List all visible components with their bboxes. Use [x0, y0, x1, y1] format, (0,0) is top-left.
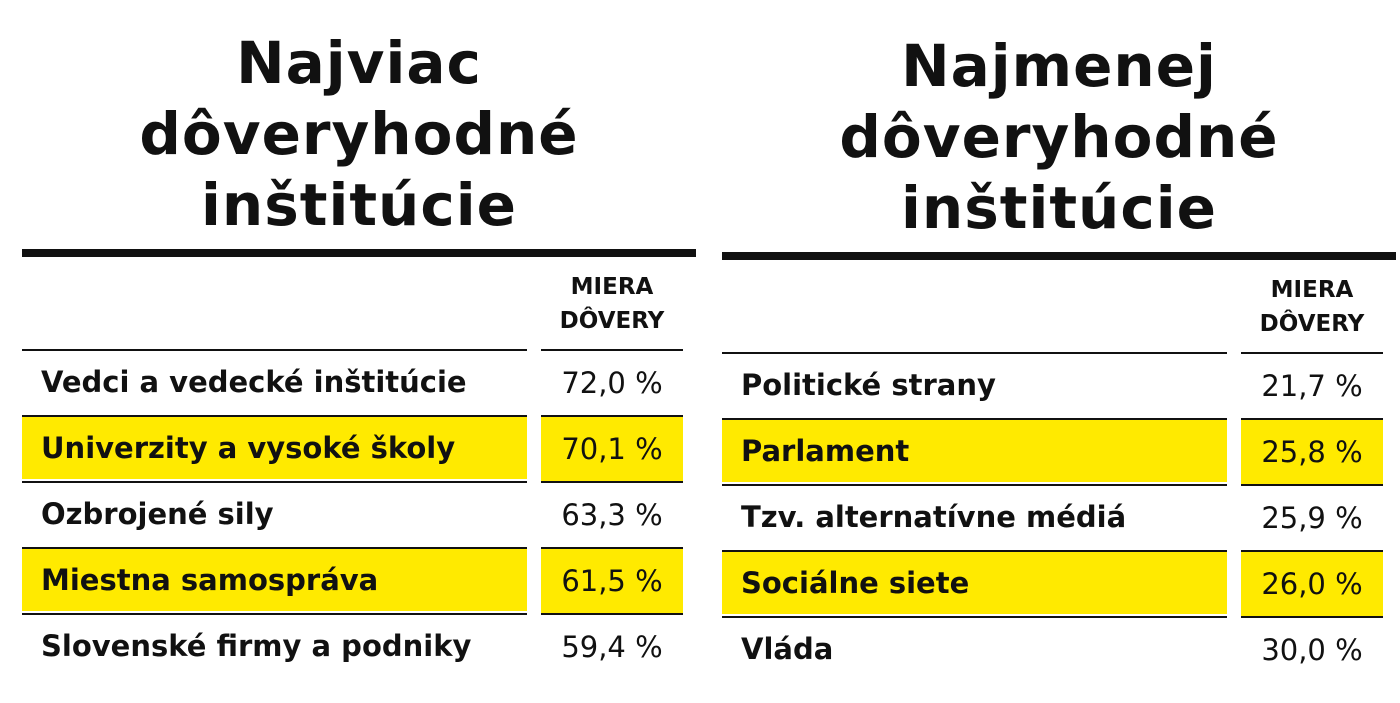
title-line: inštitúcie: [201, 171, 517, 239]
title-line: dôveryhodné: [839, 103, 1279, 171]
institution-name: Politické strany: [722, 352, 1227, 416]
institution-name: Tzv. alternatívne médiá: [722, 484, 1227, 548]
title-line: Najmenej: [901, 32, 1217, 100]
table-title: Najviac dôveryhodné inštitúcie: [22, 28, 696, 241]
institution-name: Univerzity a vysoké školy: [22, 415, 527, 479]
institution-name: Ozbrojené sily: [22, 481, 527, 545]
institution-name: Miestna samospráva: [22, 547, 527, 611]
table-row: Tzv. alternatívne médiá 25,9 %: [722, 484, 1396, 550]
table-row: Parlament 25,8 %: [722, 418, 1396, 484]
title-line: dôveryhodné: [139, 100, 579, 168]
table-row: Vedci a vedecké inštitúcie 72,0 %: [22, 349, 696, 415]
table-row: Politické strany 21,7 %: [722, 352, 1396, 418]
most-trusted-panel: Najviac dôveryhodné inštitúcie MIERA DÔVERY …: [22, 0, 696, 700]
title-line: inštitúcie: [901, 174, 1217, 242]
trust-value: 25,9 %: [1241, 484, 1383, 550]
trust-value: 70,1 %: [541, 415, 683, 481]
institution-name: Slovenské firmy a podniky: [22, 613, 527, 677]
column-header-line: DÔVERY: [559, 308, 665, 334]
institution-name: Parlament: [722, 418, 1227, 482]
trust-value: 59,4 %: [541, 613, 683, 679]
trust-value: 63,3 %: [541, 481, 683, 547]
table-row: Univerzity a vysoké školy 70,1 %: [22, 415, 696, 481]
institution-name: Vedci a vedecké inštitúcie: [22, 349, 527, 413]
trust-value: 25,8 %: [1241, 418, 1383, 484]
table-row: Vláda 30,0 %: [722, 616, 1396, 682]
table-row: Sociálne siete 26,0 %: [722, 550, 1396, 616]
title-line: Najviac: [236, 29, 482, 97]
column-header: MIERA DÔVERY: [541, 270, 683, 338]
table-row: Slovenské firmy a podniky 59,4 %: [22, 613, 696, 679]
trust-value: 61,5 %: [541, 547, 683, 613]
table-row: Miestna samospráva 61,5 %: [22, 547, 696, 613]
institution-name: Sociálne siete: [722, 550, 1227, 614]
trust-value: 21,7 %: [1241, 352, 1383, 418]
column-header-line: MIERA: [570, 274, 654, 300]
trust-value: 30,0 %: [1241, 616, 1383, 682]
column-header-line: DÔVERY: [1259, 311, 1365, 337]
table-title: Najmenej dôveryhodné inštitúcie: [722, 31, 1396, 244]
trust-value: 26,0 %: [1241, 550, 1383, 616]
column-header-line: MIERA: [1270, 277, 1354, 303]
top-rule: [22, 249, 696, 257]
trust-value: 72,0 %: [541, 349, 683, 415]
column-header: MIERA DÔVERY: [1241, 273, 1383, 341]
table-row: Ozbrojené sily 63,3 %: [22, 481, 696, 547]
top-rule: [722, 252, 1396, 260]
institution-name: Vláda: [722, 616, 1227, 680]
least-trusted-panel: Najmenej dôveryhodné inštitúcie MIERA DÔVERY…: [722, 3, 1396, 703]
